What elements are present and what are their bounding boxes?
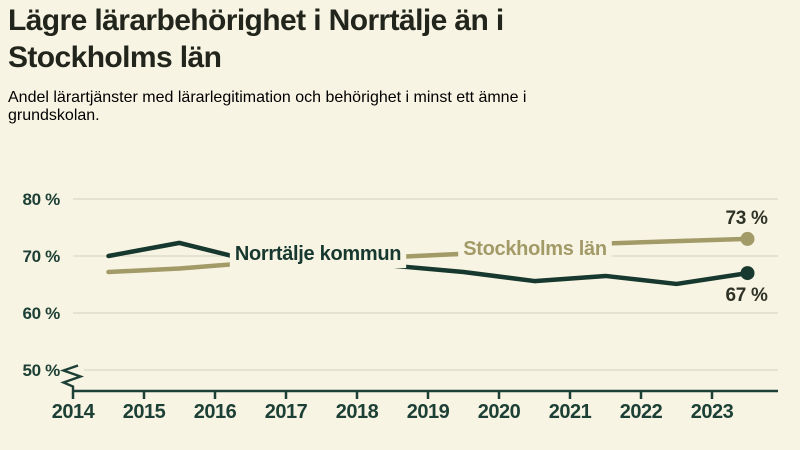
- page-title: Lägre lärarbehörighet i Norrtälje än i S…: [8, 2, 792, 76]
- page-title-line-2: Stockholms län: [8, 41, 222, 74]
- end-value-label-norrt-lje-kommun: 67 %: [725, 285, 768, 306]
- x-axis-label: 2018: [336, 401, 379, 423]
- end-dot-stockholms-l-n: [740, 231, 755, 246]
- x-axis: 2014 2015 2016 2017 2018 2019 2020 2021 2022 2023: [52, 364, 778, 423]
- series-label-norrt-lje-kommun: Norrtälje kommun: [235, 243, 401, 265]
- series-label-halo: [229, 240, 407, 268]
- y-axis-label: 60 %: [22, 304, 60, 323]
- series-label-halo: [458, 235, 612, 263]
- x-axis-label: 2023: [691, 401, 734, 423]
- end-value-label-stockholms-l-n: 73 %: [725, 208, 768, 229]
- x-axis-label: 2017: [265, 401, 308, 423]
- series-label-group-stockholms-l-n: Stockholms län: [458, 235, 612, 263]
- series-line-stockholms-l-n: [106, 236, 750, 275]
- header: Lägre lärarbehörighet i Norrtälje än i S…: [8, 2, 792, 141]
- gridlines: 80 % 70 % 60 % 50 %: [22, 190, 778, 380]
- page-subtitle-line-1: Andel lärartjänster med lärarlegitimatio…: [8, 89, 527, 106]
- y-axis-label: 80 %: [22, 190, 60, 209]
- axis-break-icon: [59, 364, 85, 391]
- series-line-norrt-lje-kommun: [106, 240, 750, 287]
- x-axis-label: 2016: [194, 401, 237, 423]
- series-label-group-norrt-lje-kommun: Norrtälje kommun: [229, 240, 407, 268]
- y-axis-label: 70 %: [22, 247, 60, 266]
- x-axis-label: 2022: [620, 401, 663, 423]
- end-dot-norrt-lje-kommun: [740, 266, 755, 281]
- series-label-stockholms-l-n: Stockholms län: [463, 238, 607, 260]
- page-subtitle-line-2: grundskolan.: [8, 107, 100, 124]
- y-axis-label: 50 %: [22, 361, 60, 380]
- page-title-line-1: Lägre lärarbehörighet i Norrtälje än i: [8, 4, 504, 37]
- x-axis-label: 2014: [52, 401, 96, 423]
- x-axis-label: 2019: [407, 401, 450, 423]
- x-axis-label: 2020: [478, 401, 521, 423]
- x-axis-label: 2021: [549, 401, 592, 423]
- x-axis-label: 2015: [123, 401, 166, 423]
